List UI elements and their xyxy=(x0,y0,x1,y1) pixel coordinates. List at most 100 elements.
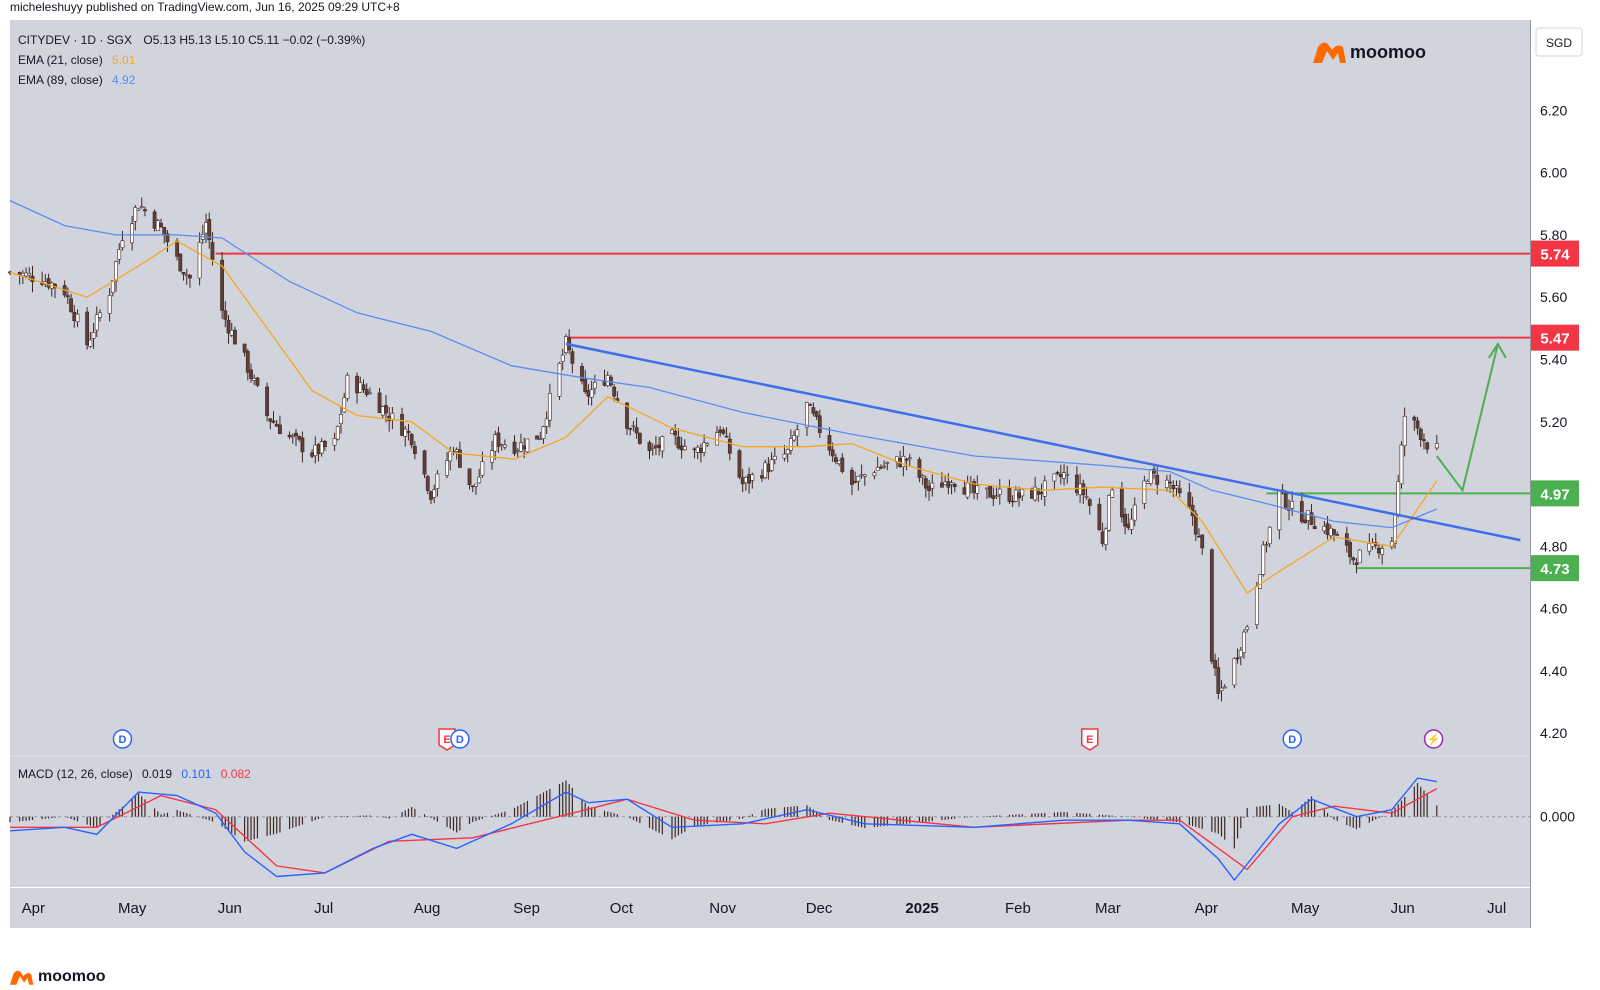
ema21-line[interactable] xyxy=(9,240,1438,595)
earnings-marker[interactable] xyxy=(1081,728,1099,751)
candle-body xyxy=(949,482,954,485)
dividend-marker[interactable] xyxy=(1282,729,1302,749)
candle-body xyxy=(1216,667,1221,694)
projection-arrowhead xyxy=(1488,341,1507,359)
candle-body xyxy=(872,472,877,477)
candle-body xyxy=(991,495,996,499)
macd-pane[interactable] xyxy=(10,757,1530,887)
moomoo-logo-text: moomoo xyxy=(1350,42,1426,62)
candle-body xyxy=(1126,523,1131,528)
macd-tick-label: 0.000 xyxy=(1540,809,1575,825)
candle-body xyxy=(499,444,504,446)
candle-body xyxy=(1357,549,1362,564)
resistance-level-badge xyxy=(1531,240,1579,267)
candle-body xyxy=(792,435,797,441)
candle-body xyxy=(766,463,771,473)
ema89-legend: EMA (89, close) 4.92 xyxy=(18,73,136,87)
candle-body xyxy=(1107,495,1111,531)
candle-body xyxy=(901,456,906,467)
candle-body xyxy=(165,233,170,243)
candle-body xyxy=(817,415,822,433)
candle-body xyxy=(1010,500,1015,503)
candle-body xyxy=(1238,650,1243,658)
candle-body xyxy=(589,389,594,398)
ema89-line[interactable] xyxy=(9,200,1438,529)
candle-body xyxy=(245,351,250,373)
candle-body xyxy=(425,476,430,491)
ema89-value: 4.92 xyxy=(112,73,136,87)
candle-body xyxy=(470,485,475,488)
y-tick-label: 4.80 xyxy=(1540,538,1567,554)
projection-arrow[interactable] xyxy=(1435,343,1499,493)
earnings-marker[interactable] xyxy=(438,728,456,751)
macd-line[interactable] xyxy=(9,777,1437,882)
candle-body xyxy=(1036,488,1041,495)
candle-body xyxy=(1052,473,1057,482)
candle-body xyxy=(1013,489,1018,502)
candle-body xyxy=(1254,586,1259,626)
candle-body xyxy=(923,478,928,489)
candle-body xyxy=(830,449,835,457)
support-level-badge-label: 4.73 xyxy=(1540,561,1569,578)
candle-body xyxy=(323,440,327,447)
price-pane[interactable] xyxy=(10,20,1530,755)
published-note: micheleshuyy published on TradingView.co… xyxy=(10,0,400,14)
price-axis[interactable] xyxy=(1531,20,1593,887)
candle-body xyxy=(1399,444,1404,485)
x-tick-label: May xyxy=(118,900,147,917)
candle-body xyxy=(249,369,253,379)
candle-body xyxy=(814,411,819,417)
candle-body xyxy=(114,261,118,282)
candle-body xyxy=(1425,442,1430,450)
candle-body xyxy=(1177,488,1182,494)
candle-body xyxy=(358,382,363,393)
candle-body xyxy=(1129,518,1134,530)
dividend-marker[interactable] xyxy=(112,729,133,749)
candle-body xyxy=(1062,472,1066,479)
downtrend-line[interactable] xyxy=(565,342,1521,542)
candle-body xyxy=(1171,485,1176,490)
moomoo-logo-icon xyxy=(1313,42,1346,63)
candle-body xyxy=(695,446,700,453)
candle-body xyxy=(1261,544,1266,575)
earnings-marker-label: E xyxy=(443,734,450,746)
dividend-marker[interactable] xyxy=(450,729,470,749)
candle-body xyxy=(805,402,809,428)
candle-body xyxy=(885,462,890,464)
candle-body xyxy=(384,405,388,414)
candle-body xyxy=(300,437,305,453)
candle-body xyxy=(332,438,337,446)
candle-body xyxy=(229,330,234,336)
dividend-marker-label: D xyxy=(456,734,464,746)
currency-box[interactable] xyxy=(1535,27,1583,57)
candle-body xyxy=(637,432,642,444)
candle-body xyxy=(628,428,633,430)
x-tick-label: Jul xyxy=(314,900,333,917)
candle-body xyxy=(1074,474,1079,494)
candle-body xyxy=(525,438,530,453)
candle-body xyxy=(570,351,575,364)
macd-line-value: 0.101 xyxy=(181,767,211,781)
candle-body xyxy=(162,226,167,236)
news-marker[interactable] xyxy=(1423,729,1444,749)
candle-body xyxy=(1174,485,1179,489)
y-tick-label: 6.20 xyxy=(1540,102,1567,118)
candle-body xyxy=(1017,492,1021,499)
candle-body xyxy=(962,487,967,495)
bottom-brand: moomoo xyxy=(10,968,106,986)
time-axis[interactable] xyxy=(10,888,1530,928)
candle-body xyxy=(760,475,764,479)
candle-body xyxy=(20,273,25,276)
macd-hist-value: 0.019 xyxy=(142,767,172,781)
candle-body xyxy=(965,482,970,498)
candle-body xyxy=(403,428,408,437)
candle-body xyxy=(740,477,745,485)
candle-body xyxy=(853,481,858,483)
y-tick-label: 4.40 xyxy=(1540,663,1567,679)
candle-body xyxy=(1418,428,1423,440)
candle-body xyxy=(1200,534,1205,549)
candle-body xyxy=(592,381,597,389)
macd-signal-line[interactable] xyxy=(10,787,1438,874)
candle-body xyxy=(522,445,527,450)
